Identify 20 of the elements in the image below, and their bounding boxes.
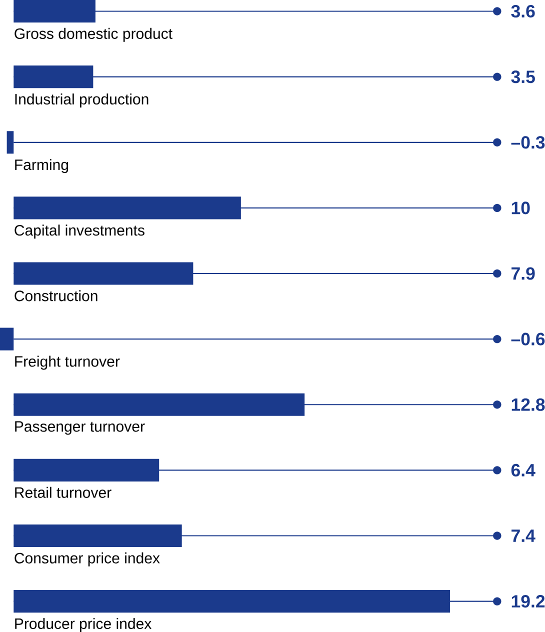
y-tick-label: Gross domestic product bbox=[14, 28, 172, 42]
data-label: 3.6 bbox=[511, 4, 535, 18]
data-label: 6.4 bbox=[511, 464, 536, 476]
y-tick-label: Consumer price index bbox=[14, 552, 160, 566]
y-tick-label: Retail turnover bbox=[15, 486, 112, 498]
data-label: 12.8 bbox=[512, 398, 545, 411]
y-tick-label: Capital investments bbox=[14, 224, 144, 239]
data-label: –0.6 bbox=[511, 332, 545, 346]
y-tick-label: Freight turnover bbox=[15, 356, 120, 370]
y-tick-label: Producer price index bbox=[15, 618, 152, 632]
data-label: 10 bbox=[512, 202, 530, 214]
data-label: 3.5 bbox=[511, 70, 535, 84]
y-tick-label: Passenger turnover bbox=[15, 421, 145, 435]
y-tick-label: Construction bbox=[14, 290, 98, 302]
data-label: 7.9 bbox=[511, 267, 535, 280]
data-label: –0.3 bbox=[511, 136, 545, 149]
data-label: 19.2 bbox=[512, 595, 544, 608]
data-label: 7.4 bbox=[511, 530, 536, 542]
y-tick-label: Farming bbox=[15, 159, 68, 174]
y-tick-label: Industrial production bbox=[15, 93, 148, 108]
